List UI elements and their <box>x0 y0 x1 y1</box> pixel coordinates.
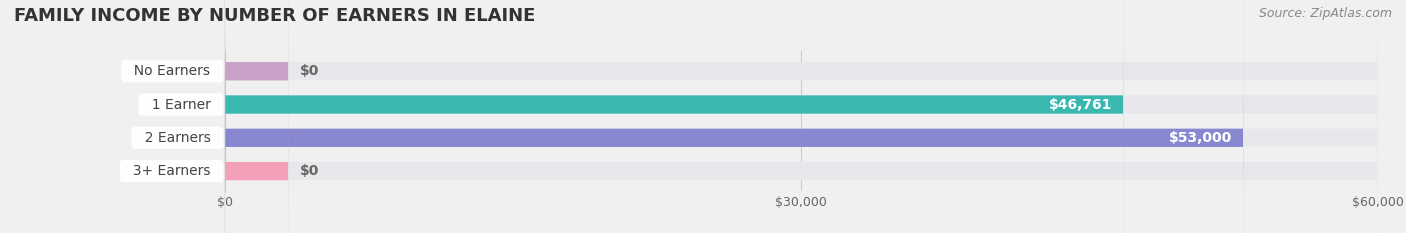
FancyBboxPatch shape <box>225 0 1378 233</box>
FancyBboxPatch shape <box>225 0 1378 233</box>
Text: $0: $0 <box>299 64 319 78</box>
FancyBboxPatch shape <box>225 0 1378 233</box>
FancyBboxPatch shape <box>225 0 288 233</box>
Text: No Earners: No Earners <box>125 64 219 78</box>
FancyBboxPatch shape <box>225 0 1378 233</box>
FancyBboxPatch shape <box>225 0 1243 233</box>
Text: 2 Earners: 2 Earners <box>135 131 219 145</box>
Text: FAMILY INCOME BY NUMBER OF EARNERS IN ELAINE: FAMILY INCOME BY NUMBER OF EARNERS IN EL… <box>14 7 536 25</box>
FancyBboxPatch shape <box>225 0 288 233</box>
Text: $53,000: $53,000 <box>1168 131 1232 145</box>
Text: Source: ZipAtlas.com: Source: ZipAtlas.com <box>1258 7 1392 20</box>
Text: 3+ Earners: 3+ Earners <box>124 164 219 178</box>
FancyBboxPatch shape <box>225 0 1123 233</box>
Text: $46,761: $46,761 <box>1049 98 1112 112</box>
Text: $0: $0 <box>299 164 319 178</box>
Text: 1 Earner: 1 Earner <box>142 98 219 112</box>
